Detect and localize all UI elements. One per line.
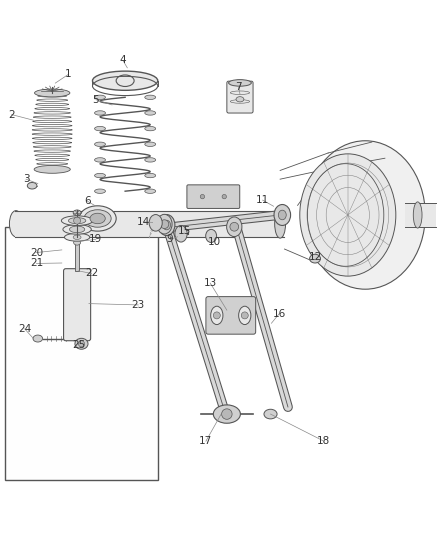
Ellipse shape	[149, 215, 162, 231]
Text: 7: 7	[235, 83, 242, 93]
Text: 12: 12	[308, 252, 321, 262]
Ellipse shape	[145, 189, 155, 193]
Ellipse shape	[10, 211, 22, 237]
Text: 3: 3	[23, 174, 29, 184]
Text: 5: 5	[92, 95, 99, 104]
Text: 15: 15	[177, 225, 191, 236]
Ellipse shape	[63, 224, 91, 234]
Ellipse shape	[68, 217, 86, 224]
Circle shape	[74, 217, 81, 224]
Bar	[5, 227, 158, 480]
Polygon shape	[405, 203, 436, 227]
Text: 24: 24	[18, 324, 32, 334]
Text: 17: 17	[199, 436, 212, 446]
Text: 4: 4	[120, 55, 126, 66]
Ellipse shape	[211, 306, 223, 325]
Text: 16: 16	[272, 309, 286, 319]
Text: 2: 2	[8, 110, 15, 119]
Ellipse shape	[95, 158, 106, 162]
Ellipse shape	[90, 213, 105, 224]
Circle shape	[213, 312, 220, 319]
Ellipse shape	[236, 96, 244, 102]
Ellipse shape	[413, 202, 422, 228]
Circle shape	[78, 341, 85, 347]
Text: 9: 9	[167, 235, 173, 245]
Ellipse shape	[274, 205, 290, 225]
Ellipse shape	[95, 126, 106, 131]
Text: 25: 25	[72, 340, 85, 350]
Ellipse shape	[310, 254, 321, 263]
Ellipse shape	[95, 111, 106, 115]
Ellipse shape	[158, 215, 175, 236]
Text: 21: 21	[30, 259, 43, 269]
Text: 14: 14	[137, 217, 151, 227]
Circle shape	[230, 222, 239, 231]
Text: 6: 6	[84, 196, 91, 206]
FancyBboxPatch shape	[206, 297, 256, 334]
Ellipse shape	[34, 165, 70, 173]
FancyBboxPatch shape	[227, 81, 253, 113]
Ellipse shape	[213, 405, 240, 423]
Ellipse shape	[95, 95, 106, 100]
Ellipse shape	[95, 173, 106, 177]
Ellipse shape	[226, 217, 242, 237]
FancyBboxPatch shape	[64, 269, 91, 341]
Ellipse shape	[74, 240, 81, 245]
Ellipse shape	[145, 158, 155, 162]
Ellipse shape	[175, 225, 187, 242]
Ellipse shape	[33, 335, 42, 342]
Ellipse shape	[229, 79, 251, 86]
Ellipse shape	[73, 235, 81, 239]
Ellipse shape	[73, 210, 81, 216]
Ellipse shape	[239, 306, 251, 325]
Text: 10: 10	[208, 238, 221, 247]
Ellipse shape	[275, 209, 286, 238]
Ellipse shape	[64, 233, 90, 241]
Circle shape	[222, 195, 226, 199]
Circle shape	[222, 409, 232, 419]
Ellipse shape	[162, 220, 170, 230]
Ellipse shape	[79, 206, 116, 231]
Ellipse shape	[145, 173, 155, 177]
Ellipse shape	[84, 210, 111, 227]
Text: 22: 22	[85, 269, 98, 278]
Ellipse shape	[61, 216, 93, 225]
Ellipse shape	[300, 154, 396, 276]
Text: 19: 19	[89, 235, 102, 245]
Ellipse shape	[264, 409, 277, 419]
Ellipse shape	[206, 229, 217, 243]
Ellipse shape	[305, 141, 425, 289]
Ellipse shape	[145, 142, 155, 147]
Ellipse shape	[35, 89, 70, 97]
Polygon shape	[14, 211, 285, 237]
Ellipse shape	[279, 210, 286, 220]
Ellipse shape	[70, 226, 85, 233]
Ellipse shape	[145, 95, 155, 100]
Ellipse shape	[95, 189, 106, 193]
Ellipse shape	[145, 111, 155, 115]
Text: 1: 1	[65, 69, 72, 79]
Text: 11: 11	[256, 195, 269, 205]
Bar	[75, 243, 79, 271]
Text: 23: 23	[131, 300, 145, 310]
Circle shape	[160, 220, 169, 229]
Ellipse shape	[75, 338, 88, 349]
Text: 13: 13	[204, 278, 217, 288]
Ellipse shape	[157, 214, 172, 234]
Circle shape	[241, 312, 248, 319]
Ellipse shape	[92, 71, 158, 90]
Text: 20: 20	[30, 247, 43, 257]
Text: 18: 18	[317, 436, 330, 446]
FancyBboxPatch shape	[187, 185, 240, 208]
Ellipse shape	[145, 126, 155, 131]
Circle shape	[200, 195, 205, 199]
Ellipse shape	[27, 182, 37, 189]
Ellipse shape	[95, 142, 106, 147]
